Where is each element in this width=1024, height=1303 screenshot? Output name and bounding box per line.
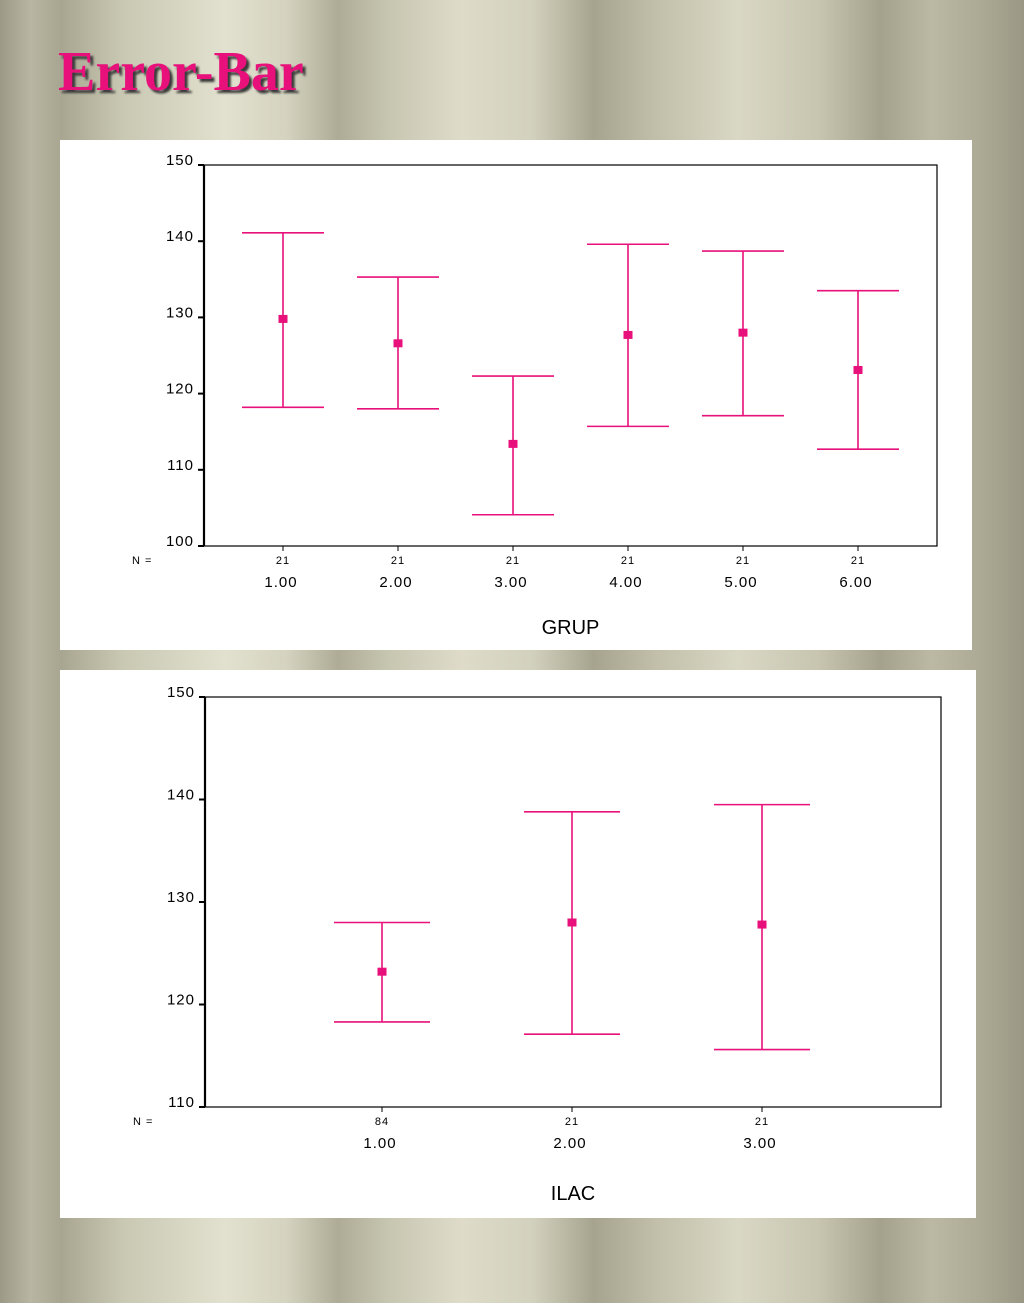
slide-title: Error-Bar <box>58 41 304 103</box>
grup-mean-point <box>853 365 863 374</box>
ilac-error-bar-chart: 110 120 130 140 150 N = 84 1.00 21 2.00 21 3.00 ILAC <box>133 684 942 1205</box>
grup-error-bar-chart: 100 110 120 130 140 150 N = 21 1.00 21 2.00 21 3.00 2… <box>132 152 938 639</box>
ilac-chart-panel: 110 120 130 140 150 N = 84 1.00 21 2.00 21 3.00 ILAC <box>60 670 976 1218</box>
grup-plot-frame <box>203 164 938 547</box>
grup-y-tick-label: 130 <box>166 304 194 321</box>
ilac-mean-point <box>567 918 577 927</box>
ilac-n-label: N = <box>133 1116 153 1128</box>
grup-x-tick-label: 4.00 <box>609 574 642 591</box>
grup-x-tick-label: 2.00 <box>379 574 412 591</box>
ilac-x-axis-label: ILAC <box>551 1183 595 1205</box>
grup-y-tick-label: 100 <box>166 533 194 550</box>
grup-y-tick-label: 140 <box>166 228 194 245</box>
grup-n-value: 21 <box>621 555 635 567</box>
ilac-y-tick-label: 120 <box>167 992 195 1009</box>
ilac-x-tick-label: 2.00 <box>553 1135 586 1152</box>
ilac-y-tick-label: 150 <box>167 684 195 701</box>
grup-x-tick-label: 1.00 <box>264 574 297 591</box>
grup-mean-point <box>508 439 518 448</box>
grup-y-tick-label: 110 <box>167 457 194 474</box>
ilac-n-value: 21 <box>755 1116 769 1128</box>
ilac-x-tick-label: 1.00 <box>363 1135 396 1152</box>
ilac-mean-point <box>377 967 387 976</box>
grup-x-tick-label: 5.00 <box>724 574 757 591</box>
ilac-y-tick-label: 130 <box>167 889 195 906</box>
ilac-y-tick-label: 110 <box>168 1094 195 1111</box>
ilac-plot-frame <box>204 696 942 1108</box>
grup-n-value: 21 <box>391 555 405 567</box>
ilac-x-tick-label: 3.00 <box>743 1135 776 1152</box>
ilac-n-value: 84 <box>375 1116 389 1128</box>
ilac-y-tick-label: 140 <box>167 787 195 804</box>
grup-n-value: 21 <box>506 555 520 567</box>
grup-y-tick-label: 150 <box>166 152 194 169</box>
grup-mean-point <box>738 328 748 337</box>
grup-n-value: 21 <box>851 555 865 567</box>
grup-x-axis-label: GRUP <box>542 617 600 639</box>
grup-mean-point <box>623 330 633 339</box>
grup-x-tick-label: 6.00 <box>839 574 872 591</box>
grup-mean-point <box>393 339 403 348</box>
grup-mean-point <box>278 314 288 323</box>
grup-n-value: 21 <box>736 555 750 567</box>
grup-y-tick-label: 120 <box>166 381 194 398</box>
ilac-n-value: 21 <box>565 1116 579 1128</box>
grup-chart-panel: 100 110 120 130 140 150 N = 21 1.00 21 2.00 21 3.00 2… <box>60 140 972 650</box>
grup-n-label: N = <box>132 555 152 567</box>
grup-n-value: 21 <box>276 555 290 567</box>
grup-x-tick-label: 3.00 <box>494 574 527 591</box>
ilac-mean-point <box>757 920 767 929</box>
